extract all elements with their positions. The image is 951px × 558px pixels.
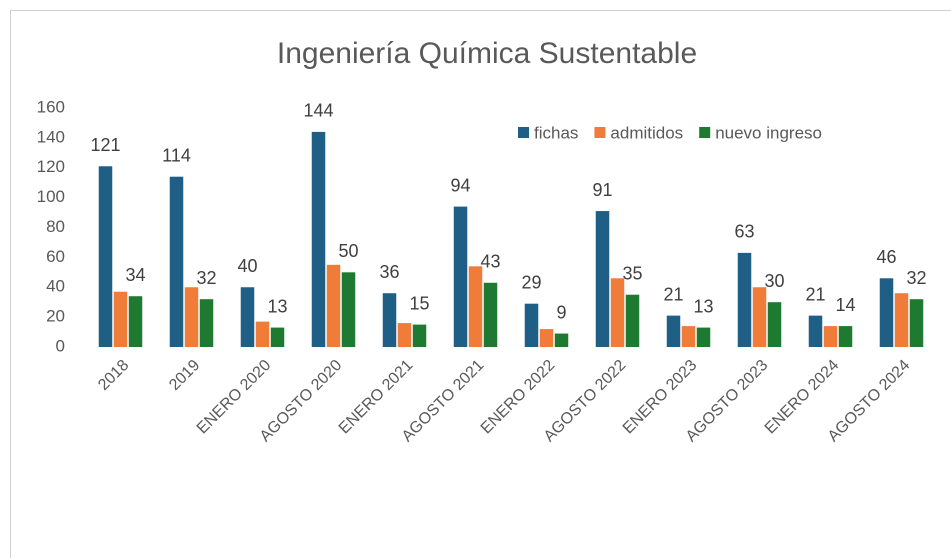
bar xyxy=(767,302,782,347)
bar xyxy=(595,211,610,347)
bar xyxy=(382,293,397,347)
bar xyxy=(808,315,823,347)
bar xyxy=(326,264,341,347)
bar xyxy=(823,326,838,347)
chart-title: Ingeniería Química Sustentable xyxy=(277,37,697,70)
data-label: 91 xyxy=(592,180,612,200)
bar xyxy=(524,303,539,347)
data-label: 40 xyxy=(237,256,257,276)
legend-label: admitidos xyxy=(610,123,683,142)
bar xyxy=(681,326,696,347)
legend-swatch xyxy=(594,127,606,138)
data-label: 15 xyxy=(409,293,429,313)
data-label: 46 xyxy=(876,247,896,267)
data-label: 35 xyxy=(622,263,642,283)
data-label: 30 xyxy=(764,271,784,291)
y-tick-label: 140 xyxy=(37,127,65,146)
data-label: 29 xyxy=(521,272,541,292)
bar xyxy=(879,278,894,347)
legend-swatch xyxy=(699,127,711,138)
data-label: 114 xyxy=(162,145,191,165)
data-label: 94 xyxy=(450,175,470,195)
bar xyxy=(554,333,569,347)
data-label: 13 xyxy=(693,296,713,316)
bar xyxy=(98,166,113,347)
y-tick-label: 100 xyxy=(37,187,65,206)
data-label: 13 xyxy=(267,296,287,316)
bar xyxy=(610,278,625,347)
bar xyxy=(412,324,427,347)
bar xyxy=(113,291,128,347)
data-label: 43 xyxy=(480,252,500,272)
data-label: 144 xyxy=(303,101,333,121)
y-tick-label: 20 xyxy=(46,307,65,326)
bar xyxy=(752,287,767,347)
bar xyxy=(468,266,483,347)
data-label: 121 xyxy=(90,135,120,155)
bar xyxy=(838,326,853,347)
bar xyxy=(311,131,326,347)
bar xyxy=(128,296,143,347)
legend-swatch xyxy=(518,127,529,138)
bar xyxy=(397,323,412,347)
bar xyxy=(894,293,909,347)
bar xyxy=(696,327,711,347)
data-label: 32 xyxy=(906,268,926,288)
data-label: 36 xyxy=(379,262,399,282)
bar xyxy=(199,299,214,347)
bar xyxy=(737,252,752,347)
data-label: 50 xyxy=(338,241,358,261)
bar xyxy=(240,287,255,347)
y-tick-label: 80 xyxy=(46,217,65,236)
legend-label: fichas xyxy=(534,123,578,142)
data-label: 63 xyxy=(734,222,754,242)
bar xyxy=(625,294,640,347)
data-label: 14 xyxy=(835,295,855,315)
y-tick-label: 160 xyxy=(37,97,65,116)
legend-label: nuevo ingreso xyxy=(715,123,822,142)
bar xyxy=(453,206,468,347)
data-label: 21 xyxy=(805,284,825,304)
data-label: 21 xyxy=(663,284,683,304)
y-tick-label: 0 xyxy=(56,336,65,355)
bar xyxy=(483,282,498,347)
bar xyxy=(539,329,554,347)
data-label: 32 xyxy=(196,268,216,288)
bar xyxy=(666,315,681,347)
bar xyxy=(169,176,184,347)
y-tick-label: 60 xyxy=(46,247,65,266)
bar xyxy=(184,287,199,347)
bar xyxy=(341,272,356,347)
data-label: 34 xyxy=(125,265,145,285)
y-tick-label: 40 xyxy=(46,277,65,296)
data-label: 9 xyxy=(556,302,566,322)
bar xyxy=(909,299,924,347)
y-tick-label: 120 xyxy=(37,157,65,176)
bar xyxy=(255,321,270,347)
bar xyxy=(270,327,285,347)
